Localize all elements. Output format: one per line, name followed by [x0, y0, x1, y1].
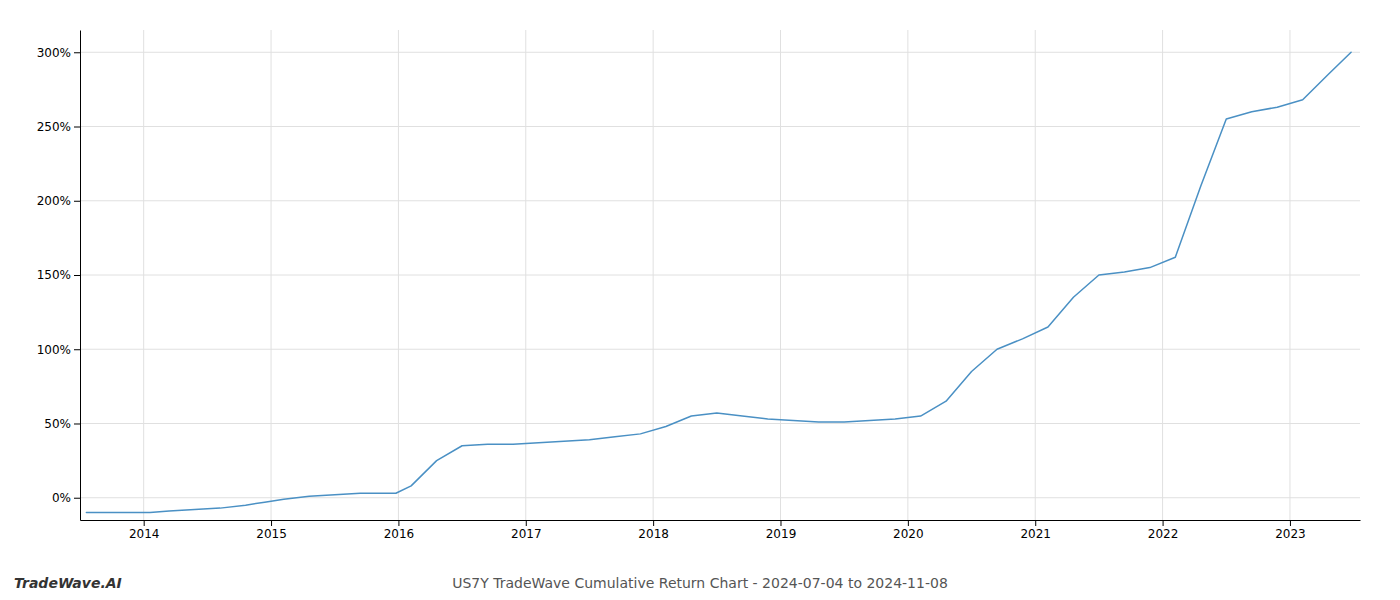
x-axis: 2014 2015 2016 2017 2018 2019 2020 2021 2022 2023: [81, 520, 1361, 541]
tick-mark: [653, 520, 654, 526]
axis-line: [80, 31, 81, 521]
grid-line: [80, 200, 1360, 201]
grid-line: [143, 30, 144, 520]
tick-label: 2021: [1020, 527, 1051, 541]
tick: 300%: [37, 46, 80, 60]
grid-line: [271, 30, 272, 520]
grid-line: [653, 30, 654, 520]
tick-label: 2020: [893, 527, 924, 541]
grid-line: [80, 52, 1360, 53]
tick-mark: [398, 520, 399, 526]
tick: 2020: [893, 520, 924, 541]
chart: 2014 2015 2016 2017 2018 2019 2020 2021 2022 2023…: [0, 0, 1400, 600]
tick-mark: [1035, 520, 1036, 526]
tick: 150%: [37, 268, 80, 282]
tick: 2018: [638, 520, 669, 541]
tick: 2014: [129, 520, 160, 541]
grid-line: [525, 30, 526, 520]
tick-label: 2016: [384, 527, 415, 541]
tick: 250%: [37, 120, 80, 134]
tick-mark: [74, 201, 80, 202]
tick-mark: [74, 498, 80, 499]
tick-label: 2017: [511, 527, 542, 541]
tick: 2023: [1275, 520, 1306, 541]
tick-label: 150%: [37, 268, 71, 282]
tick-label: 2023: [1275, 527, 1306, 541]
tick-mark: [526, 520, 527, 526]
tick-mark: [1290, 520, 1291, 526]
tick-mark: [271, 520, 272, 526]
grid-line: [80, 275, 1360, 276]
tick-label: 300%: [37, 46, 71, 60]
tick-mark: [144, 520, 145, 526]
title: US7Y TradeWave Cumulative Return Chart -…: [452, 575, 948, 591]
grid-line: [80, 126, 1360, 127]
tick: 2016: [384, 520, 415, 541]
tick-label: 2015: [256, 527, 287, 541]
tick-label: 2019: [766, 527, 797, 541]
grid-line: [80, 423, 1360, 424]
tick: 2015: [256, 520, 287, 541]
tick-label: 250%: [37, 120, 71, 134]
tick-mark: [74, 52, 80, 53]
grid-line: [1162, 30, 1163, 520]
tick: 2019: [766, 520, 797, 541]
tick-mark: [1163, 520, 1164, 526]
tick-mark: [74, 423, 80, 424]
tick: 2022: [1148, 520, 1179, 541]
tick-mark: [908, 520, 909, 526]
tick: 100%: [37, 343, 80, 357]
marks: [86, 52, 1351, 512]
grid-line: [80, 349, 1360, 350]
tick-label: 2014: [129, 527, 160, 541]
tick-label: 50%: [44, 417, 71, 431]
grid-line: [780, 30, 781, 520]
axis-line: [81, 520, 1361, 521]
grid: [80, 30, 1360, 520]
tick-mark: [74, 127, 80, 128]
y-axis: 0% 50% 100% 150% 200% 250% 300%: [37, 31, 81, 521]
tick: 2021: [1020, 520, 1051, 541]
grid-line: [398, 30, 399, 520]
grid-line: [80, 497, 1360, 498]
grid-line: [1035, 30, 1036, 520]
tick-mark: [74, 275, 80, 276]
tick: 2017: [511, 520, 542, 541]
plot: 2014 2015 2016 2017 2018 2019 2020 2021 2022 2023…: [37, 30, 1361, 541]
tick: 0%: [52, 491, 80, 505]
tick-label: 2022: [1148, 527, 1179, 541]
tick: 50%: [44, 417, 80, 431]
tick-mark: [74, 349, 80, 350]
grid-line: [907, 30, 908, 520]
tick-label: 100%: [37, 343, 71, 357]
watermark: TradeWave.AI: [14, 575, 122, 591]
tick: 200%: [37, 194, 80, 208]
tick-label: 2018: [638, 527, 669, 541]
tick-mark: [780, 520, 781, 526]
tick-label: 200%: [37, 194, 71, 208]
tick-label: 0%: [52, 491, 71, 505]
line: [86, 52, 1351, 512]
